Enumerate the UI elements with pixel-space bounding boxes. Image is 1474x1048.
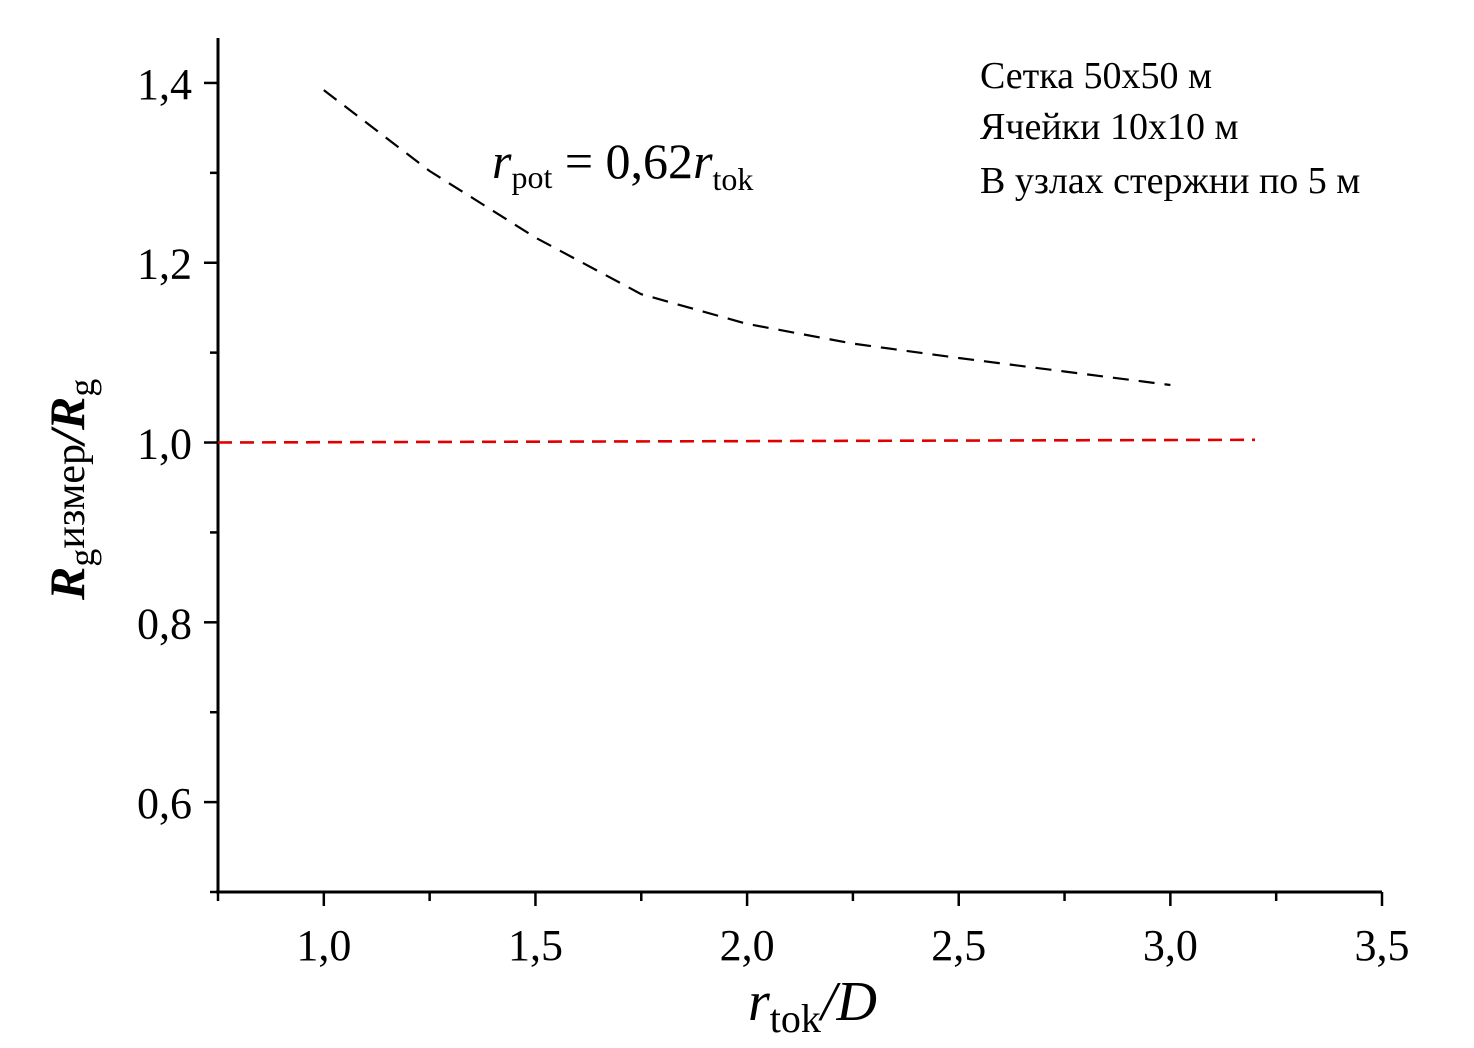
y-label-sub2: g [62,379,102,397]
curve-label-tok: tok [713,161,754,197]
note-cells: Ячейки 10х10 м [980,106,1239,148]
x-tick-label: 1,5 [508,921,563,970]
y-tick-label: 1,2 [137,240,192,289]
x-label-suffix: /D [818,971,877,1033]
y-axis-label: Rgизмер/Rg [39,379,102,601]
curve-label-pot: pot [511,159,552,195]
note-grid: Сетка 50х50 м [980,55,1212,97]
y-tick-label: 0,8 [137,599,192,648]
x-tick-label: 1,0 [296,921,351,970]
x-tick-label: 2,5 [931,921,986,970]
curve-label-eq: = 0,62 [552,133,693,189]
note-rods: В узлах стержни по 5 м [980,160,1360,202]
curve-label: rpot = 0,62rtok [492,133,753,197]
axis-tick-labels: 1,0 1,5 2,0 2,5 3,0 3,5 0,6 0,8 1,0 1,2 1,4 [137,60,1410,970]
curve-label-r2: r [693,133,713,189]
x-tick-label: 3,0 [1143,921,1198,970]
y-label-r: R [39,567,95,601]
x-tick-label: 2,0 [720,921,775,970]
y-tick-label: 1,4 [137,60,192,109]
axis-ticks [204,81,1384,906]
y-label-r2: R [39,397,95,431]
x-label-sub: tok [770,996,821,1041]
y-label-slash: / [39,426,95,448]
curve-label-r: r [492,133,512,189]
x-label-r: r [748,971,770,1033]
x-tick-label: 3,5 [1355,921,1410,970]
series-line-reference [217,438,1256,444]
y-label-sub: g [62,549,102,567]
y-tick-label: 1,0 [137,420,192,469]
y-tick-label: 0,6 [137,779,192,828]
y-label-middle: измер [48,444,94,549]
series-group [217,89,1256,444]
x-axis-label: rtok/D [748,971,877,1041]
